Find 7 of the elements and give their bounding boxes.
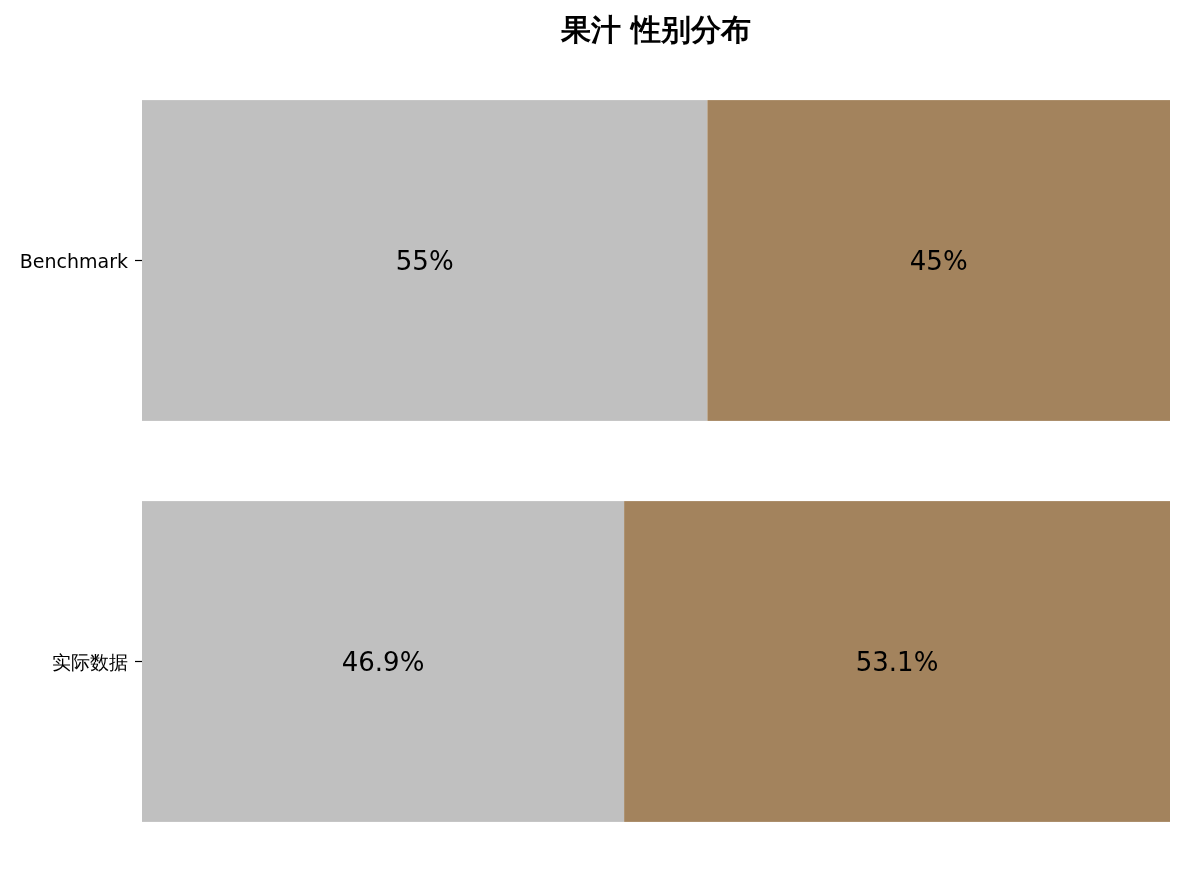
y-tick-label: Benchmark xyxy=(19,249,128,272)
data-label: 55% xyxy=(395,245,454,276)
chart-title: 果汁 性别分布 xyxy=(559,12,752,47)
data-label: 46.9% xyxy=(341,646,425,677)
y-tick-label: 实际数据 xyxy=(52,650,128,673)
data-label: 45% xyxy=(909,245,968,276)
data-label: 53.1% xyxy=(855,646,939,677)
